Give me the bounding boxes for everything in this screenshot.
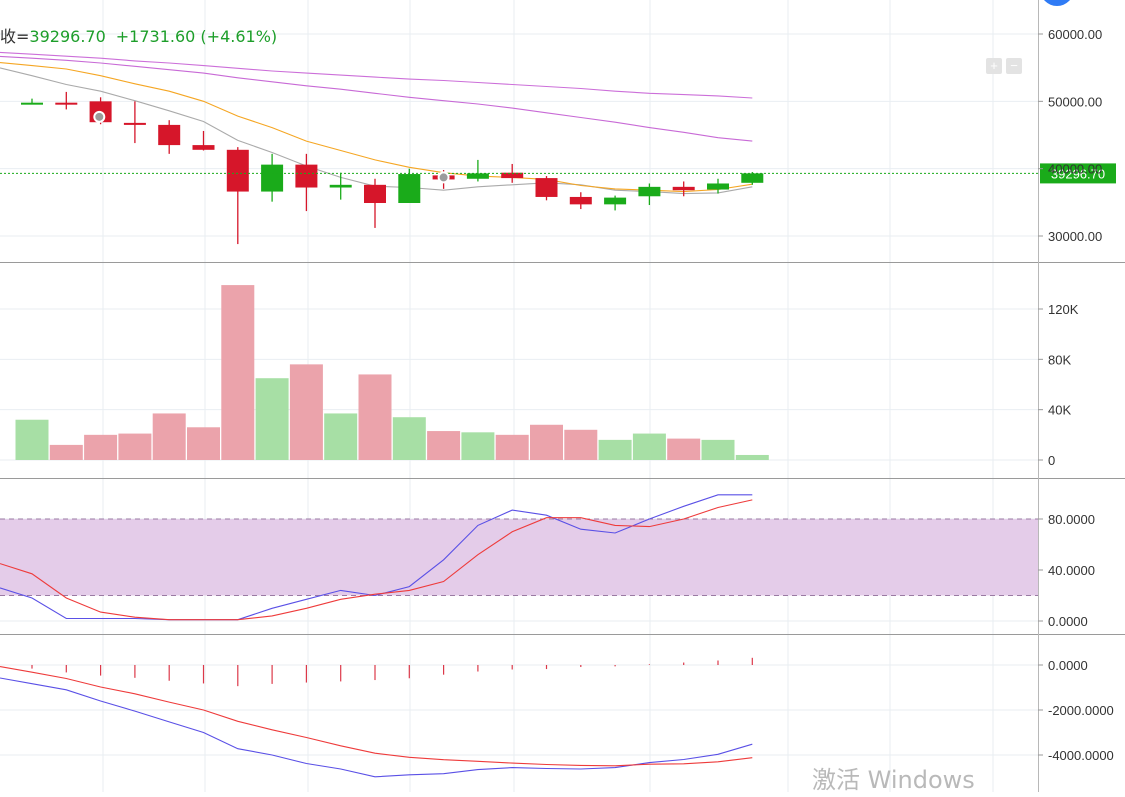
candle-body — [123, 122, 146, 125]
candle-marker-icon — [437, 171, 450, 184]
series-layer — [0, 51, 1038, 778]
candle-body — [569, 196, 592, 205]
candle-body — [604, 197, 627, 205]
moving-average-line — [0, 67, 753, 195]
candle-marker-icon — [93, 110, 106, 123]
candle-body — [638, 186, 661, 197]
volume-bar — [255, 378, 289, 460]
volume-bar — [118, 433, 152, 460]
candle-body — [226, 149, 249, 192]
close-value: 39296.70 — [29, 27, 106, 46]
price-header: 收=39296.70 +1731.60 (+4.61%) — [0, 23, 277, 47]
candle-body — [364, 184, 386, 204]
zoom-out-icon[interactable]: − — [1006, 58, 1022, 74]
moving-average-line — [0, 62, 753, 193]
last-price-label-box — [1040, 163, 1116, 184]
candle-body — [261, 164, 284, 192]
zoom-in-icon[interactable]: + — [986, 58, 1002, 74]
candle-body — [295, 164, 318, 188]
macd-line — [0, 677, 753, 778]
y-axis-tick-label: 50000.00 — [1048, 94, 1102, 109]
volume-bar — [667, 438, 701, 460]
y-axis-tick-label: 0 — [1048, 453, 1055, 468]
close-label: 收= — [0, 27, 30, 46]
windows-activation-watermark: 激活 Windows — [812, 766, 975, 794]
y-axis-tick-label: -4000.0000 — [1048, 748, 1114, 763]
y-axis-tick-label: 0.0000 — [1048, 658, 1088, 673]
candle-body — [398, 174, 421, 204]
candle-body — [672, 186, 695, 191]
volume-bar — [495, 434, 529, 460]
volume-bar — [152, 413, 186, 460]
y-axis-tick-label: 80.0000 — [1048, 512, 1095, 527]
moving-average-line — [0, 55, 753, 142]
y-axis-tick-label: 120K — [1048, 302, 1079, 317]
stochastic-line — [0, 494, 753, 621]
moving-average-line — [0, 51, 753, 99]
y-axis-tick-label: -2000.0000 — [1048, 703, 1114, 718]
last-price-label: 39296.70 — [1051, 166, 1105, 181]
candle-body — [466, 173, 489, 179]
volume-bar — [735, 454, 769, 460]
volume-bar — [564, 429, 598, 460]
grid-layer — [0, 0, 1038, 792]
volume-bar — [701, 439, 735, 460]
volume-bar — [427, 431, 461, 460]
y-axis-tick-label: 30000.00 — [1048, 229, 1102, 244]
stochastic-band — [0, 519, 1038, 596]
candle-body — [21, 102, 43, 105]
candle-body — [707, 183, 729, 190]
y-axis-tick-label: 80K — [1048, 352, 1071, 367]
candle-body — [535, 178, 558, 197]
volume-bar — [461, 432, 495, 460]
stochastic-line — [0, 499, 753, 621]
volume-bar — [289, 364, 323, 460]
candle-body — [192, 145, 215, 150]
candle-body — [741, 173, 764, 183]
macd-line — [0, 666, 753, 767]
y-axis-tick-label: 60000.00 — [1048, 27, 1102, 42]
volume-bar — [632, 433, 666, 460]
change-value: +1731.60 (+4.61%) — [115, 27, 278, 46]
y-axis-tick-label: 0.0000 — [1048, 614, 1088, 629]
volume-bar — [530, 424, 563, 460]
volume-bar — [187, 427, 220, 460]
candle-body — [55, 102, 78, 105]
volume-bar — [358, 374, 392, 460]
y-axis-tick-label: 40000.00 — [1048, 162, 1102, 177]
candle-body — [158, 124, 181, 146]
volume-bar — [15, 419, 49, 460]
volume-bar — [49, 444, 83, 460]
y-axis-tick-label: 40.0000 — [1048, 563, 1095, 578]
settings-badge-icon[interactable] — [1040, 0, 1074, 6]
volume-bar — [324, 413, 358, 460]
candle-body — [501, 172, 524, 179]
y-axis-tick-label: 40K — [1048, 403, 1071, 418]
volume-bar — [84, 434, 118, 460]
volume-bar — [598, 439, 632, 460]
candle-body — [329, 184, 352, 188]
volume-bar — [221, 285, 255, 460]
volume-bar — [392, 417, 426, 460]
